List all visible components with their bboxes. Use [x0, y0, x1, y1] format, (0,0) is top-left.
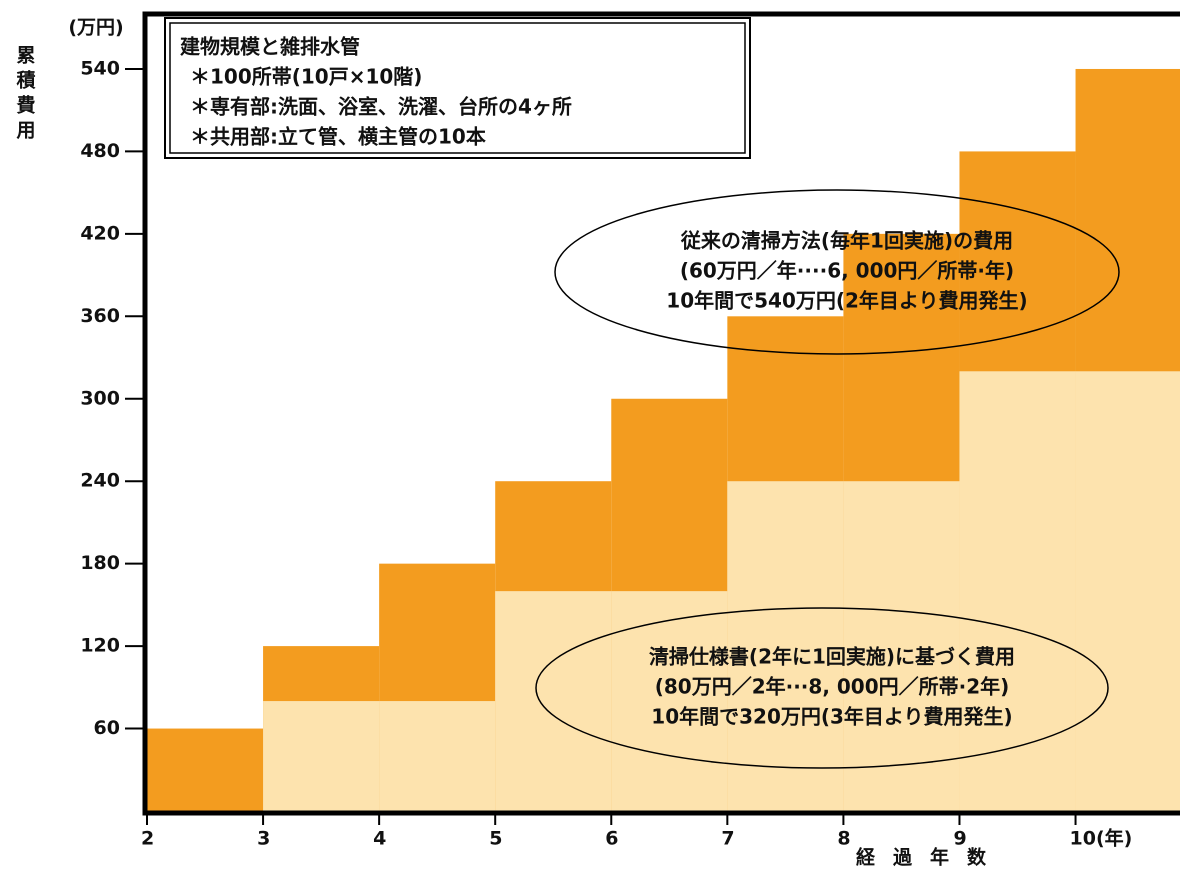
y-unit: (万円) — [68, 17, 123, 39]
x-tick-label: 4 — [373, 828, 386, 850]
y-tick-label: 120 — [80, 635, 120, 657]
y-axis-label: 累積費用 — [14, 45, 36, 145]
y-tick-label: 180 — [80, 552, 120, 574]
annotation-text: 10年間で320万円(3年目より費用発生) — [651, 705, 1012, 729]
annotation-ellipse — [554, 189, 1120, 355]
x-tick-label: 7 — [721, 828, 734, 850]
y-tick-label: 360 — [80, 305, 120, 327]
y-tick-label: 60 — [94, 717, 120, 739]
annotation-text: 清掃仕様書(2年に1回実施)に基づく費用 — [649, 645, 1015, 669]
x-tick-label: 10(年) — [1070, 827, 1133, 850]
x-tick-label: 6 — [605, 828, 618, 850]
y-tick-label: 300 — [80, 387, 120, 409]
step-bar — [1075, 371, 1180, 811]
annotation-text: (80万円／2年···8, 000円／所帯·2年) — [655, 675, 1010, 699]
annotation-ellipse — [535, 607, 1109, 769]
y-tick-label: 540 — [80, 57, 120, 79]
step-bar — [843, 481, 960, 811]
step-bar — [263, 701, 380, 811]
info-box-outer — [164, 17, 751, 159]
info-line: ＊共用部:立て管、横主管の10本 — [190, 125, 486, 149]
info-line: ＊100所帯(10戸×10階) — [190, 65, 422, 89]
info-box-inner — [169, 22, 746, 154]
step-bar — [611, 591, 728, 811]
x-tick-label: 2 — [141, 828, 154, 850]
x-axis-label: 経過年数 — [856, 846, 1004, 869]
x-tick-label: 9 — [953, 828, 966, 850]
info-line: ＊専有部:洗面、浴室、洗濯、台所の4ヶ所 — [190, 95, 572, 119]
x-tick-label: 5 — [489, 828, 502, 850]
annotation-text: (60万円／年····6, 000円／所帯·年) — [680, 259, 1014, 283]
y-tick-label: 480 — [80, 140, 120, 162]
y-tick-label: 420 — [80, 222, 120, 244]
step-bar — [495, 591, 612, 811]
annotation-text: 従来の清掃方法(毎年1回実施)の費用 — [680, 229, 1013, 253]
x-tick-label: 8 — [837, 828, 850, 850]
info-line: 建物規模と雑排水管 — [180, 35, 360, 59]
x-tick-label: 3 — [257, 828, 270, 850]
annotation-text: 10年間で540万円(2年目より費用発生) — [666, 289, 1027, 313]
step-bar — [727, 481, 844, 811]
step-bar — [959, 371, 1076, 811]
plot-frame — [142, 11, 1180, 816]
step-bar — [379, 701, 496, 811]
step-bar — [147, 728, 264, 811]
y-tick-label: 240 — [80, 470, 120, 492]
